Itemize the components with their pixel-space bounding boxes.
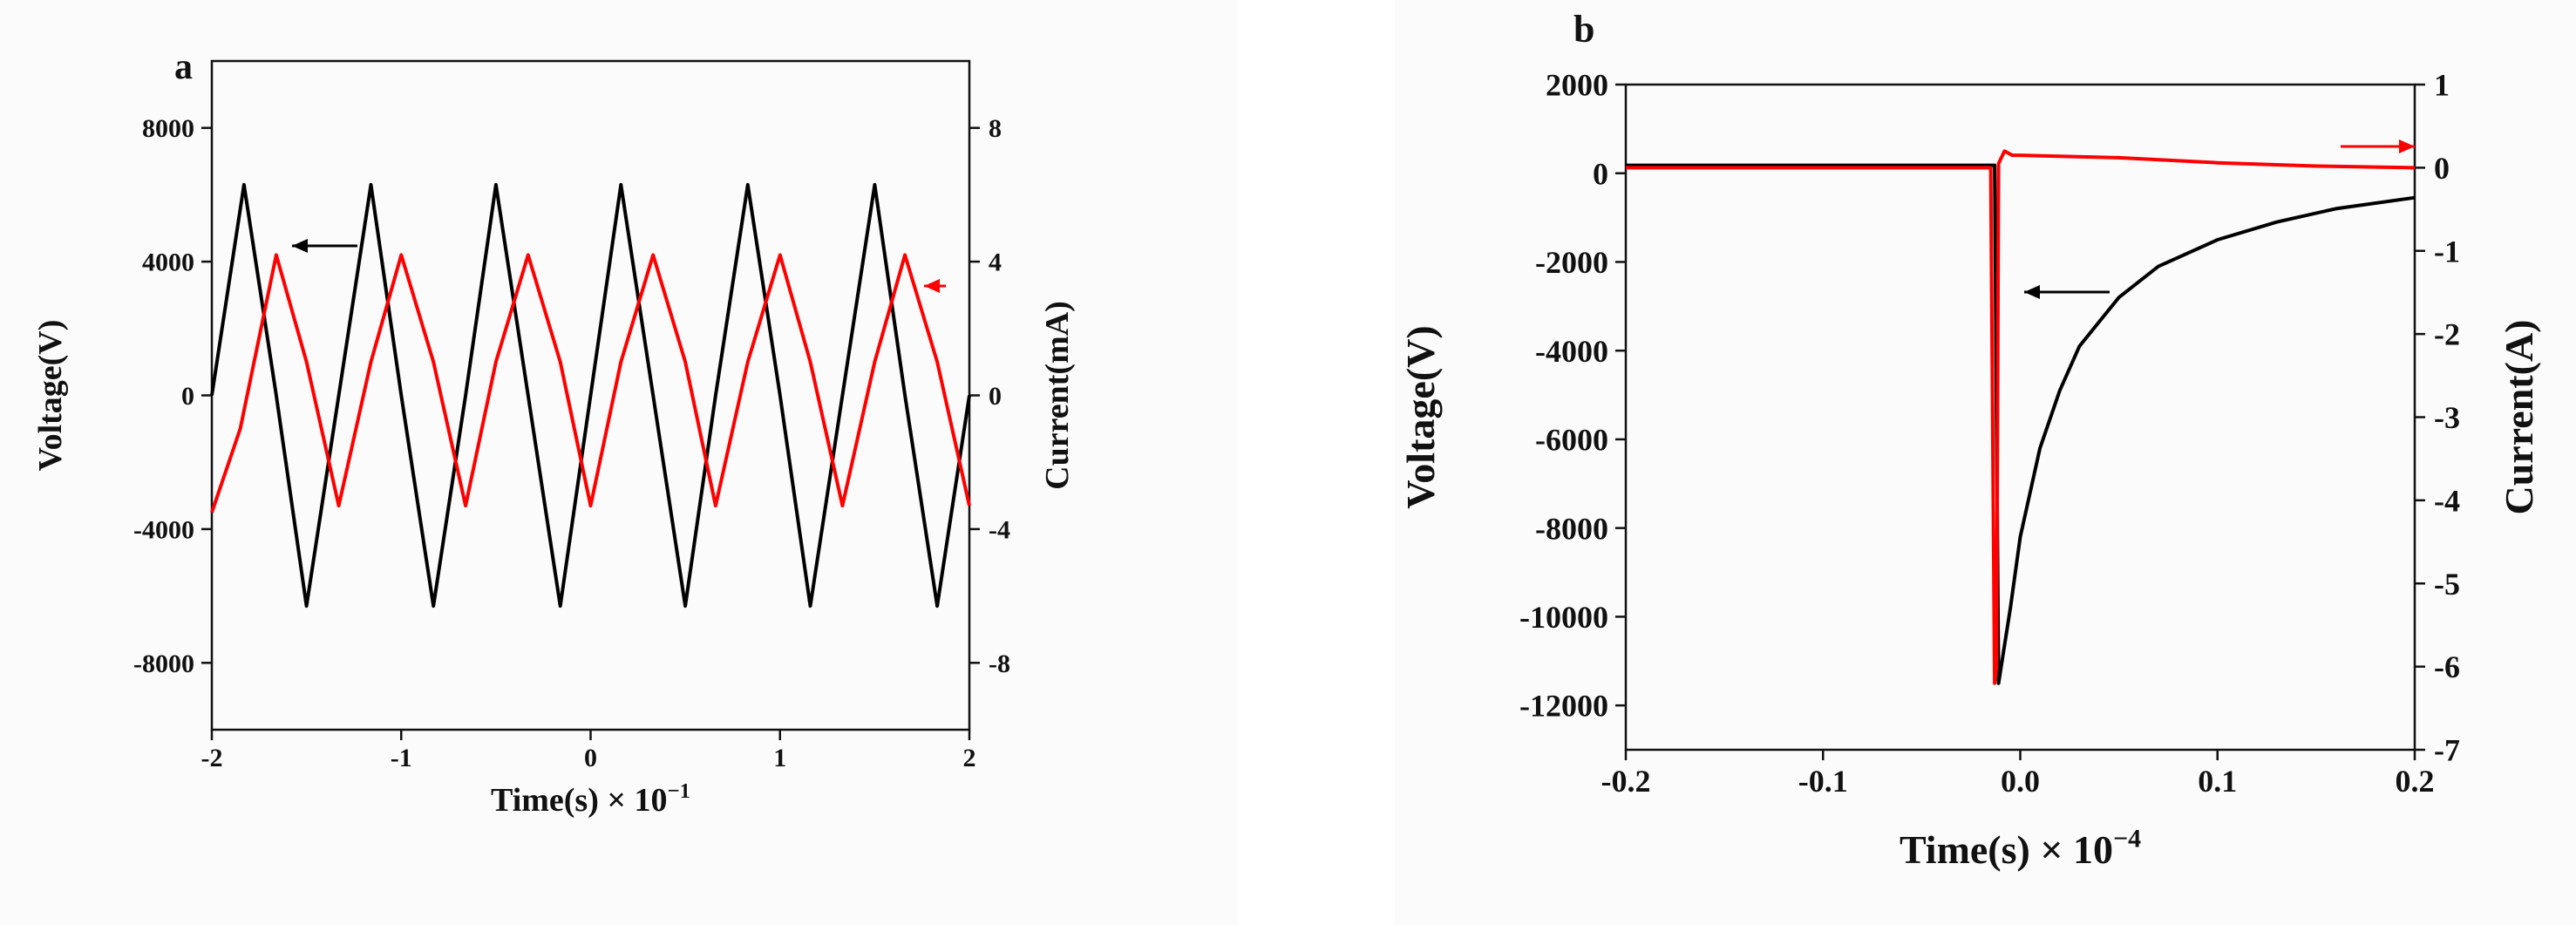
x-tick-label: 0.0 — [2001, 764, 2040, 799]
left-y-tick-label: -10000 — [1519, 600, 1608, 635]
y-axis-right-title: Current(A) — [2497, 320, 2541, 515]
right-y-tick-label: 8 — [989, 114, 1002, 143]
x-tick-label: -0.1 — [1798, 764, 1848, 799]
series-line-voltage — [1626, 163, 2416, 685]
x-axis-title: Time(s) × 10−1 — [491, 779, 690, 819]
x-tick-label: 0.2 — [2396, 764, 2435, 799]
right-y-tick-label: -1 — [2434, 234, 2460, 269]
left-y-tick-label: -12000 — [1519, 689, 1608, 724]
left-y-tick-label: 0 — [181, 382, 194, 411]
y-axis-right-title: Current(mA) — [1039, 301, 1076, 490]
right-y-tick-label: -4 — [989, 515, 1010, 544]
left-y-tick-label: -4000 — [133, 515, 194, 544]
x-tick-label: -1 — [391, 744, 412, 772]
x-tick-label: -0.2 — [1601, 764, 1651, 799]
left-y-tick-label: -6000 — [1535, 423, 1608, 458]
voltage-axis-arrow-head — [2024, 285, 2040, 299]
x-axis-title-exponent: −1 — [668, 779, 690, 803]
current-axis-arrow-head — [2399, 139, 2415, 153]
panel-b-background — [1395, 0, 2576, 925]
right-y-tick-label: 0 — [2434, 151, 2450, 186]
right-y-tick-label: -3 — [2434, 400, 2460, 435]
right-y-tick-label: -2 — [2434, 317, 2460, 352]
right-y-tick-label: -7 — [2434, 733, 2460, 768]
plot-frame — [1624, 83, 2416, 752]
x-axis-title-exponent: −4 — [2113, 825, 2141, 854]
right-y-tick-label: 1 — [2434, 68, 2450, 103]
right-y-tick-label: -4 — [2434, 483, 2460, 518]
right-y-tick-label: -6 — [2434, 650, 2460, 684]
x-tick-label: 1 — [773, 744, 786, 772]
voltage-axis-arrow-head — [292, 239, 308, 253]
x-tick-label: 2 — [963, 744, 976, 772]
panel-a-background — [0, 0, 1238, 925]
panel-label: a — [174, 47, 193, 87]
left-y-tick-label: -8000 — [133, 650, 194, 678]
left-y-tick-label: 8000 — [142, 114, 194, 143]
right-y-tick-label: 0 — [989, 382, 1002, 411]
right-y-tick-label: 4 — [989, 248, 1002, 277]
current-axis-arrow-head — [924, 279, 940, 293]
series-line-voltage — [210, 182, 971, 609]
right-y-tick-label: -8 — [989, 650, 1010, 678]
right-y-tick-label: -5 — [2434, 567, 2460, 602]
x-axis-title: Time(s) × 10−4 — [1900, 825, 2141, 872]
left-y-tick-label: -2000 — [1535, 245, 1608, 280]
y-axis-left-title: Voltage(V) — [1398, 325, 1443, 508]
series-line-current — [210, 253, 971, 514]
x-tick-label: 0 — [584, 744, 597, 772]
left-y-tick-label: -8000 — [1535, 511, 1608, 546]
x-tick-label: -2 — [201, 744, 223, 772]
series-line-current — [1626, 149, 2416, 685]
left-y-tick-label: 4000 — [142, 248, 194, 277]
y-axis-left-title: Voltage(V) — [32, 320, 69, 472]
x-tick-label: 0.1 — [2198, 764, 2237, 799]
x-axis-title-base: Time(s) × 10 — [1900, 827, 2113, 872]
left-y-tick-label: 2000 — [1546, 68, 1608, 103]
left-y-tick-label: 0 — [1593, 156, 1608, 191]
x-axis-title-base: Time(s) × 10 — [491, 782, 668, 819]
left-y-tick-label: -4000 — [1535, 334, 1608, 369]
panel-label: b — [1573, 8, 1594, 51]
